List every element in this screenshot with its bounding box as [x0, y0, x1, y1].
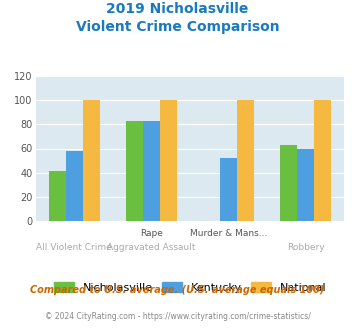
Bar [66, 151, 83, 221]
Bar [220, 158, 237, 221]
Bar [83, 100, 100, 221]
Legend: Nicholasville, Kentucky, National: Nicholasville, Kentucky, National [54, 282, 326, 293]
Text: Aggravated Assault: Aggravated Assault [107, 243, 196, 251]
Bar [237, 100, 254, 221]
Text: 2019 Nicholasville: 2019 Nicholasville [106, 2, 249, 16]
Text: Rape: Rape [140, 229, 163, 238]
Bar [280, 145, 297, 221]
Text: Compared to U.S. average. (U.S. average equals 100): Compared to U.S. average. (U.S. average … [30, 285, 325, 295]
Bar [143, 121, 160, 221]
Text: Murder & Mans...: Murder & Mans... [190, 229, 267, 238]
Text: Robbery: Robbery [287, 243, 324, 251]
Text: © 2024 CityRating.com - https://www.cityrating.com/crime-statistics/: © 2024 CityRating.com - https://www.city… [45, 312, 310, 321]
Bar [126, 121, 143, 221]
Text: All Violent Crime: All Violent Crime [36, 243, 112, 251]
Bar [297, 148, 314, 221]
Bar [314, 100, 331, 221]
Bar [160, 100, 177, 221]
Text: Violent Crime Comparison: Violent Crime Comparison [76, 20, 279, 34]
Bar [49, 172, 66, 221]
